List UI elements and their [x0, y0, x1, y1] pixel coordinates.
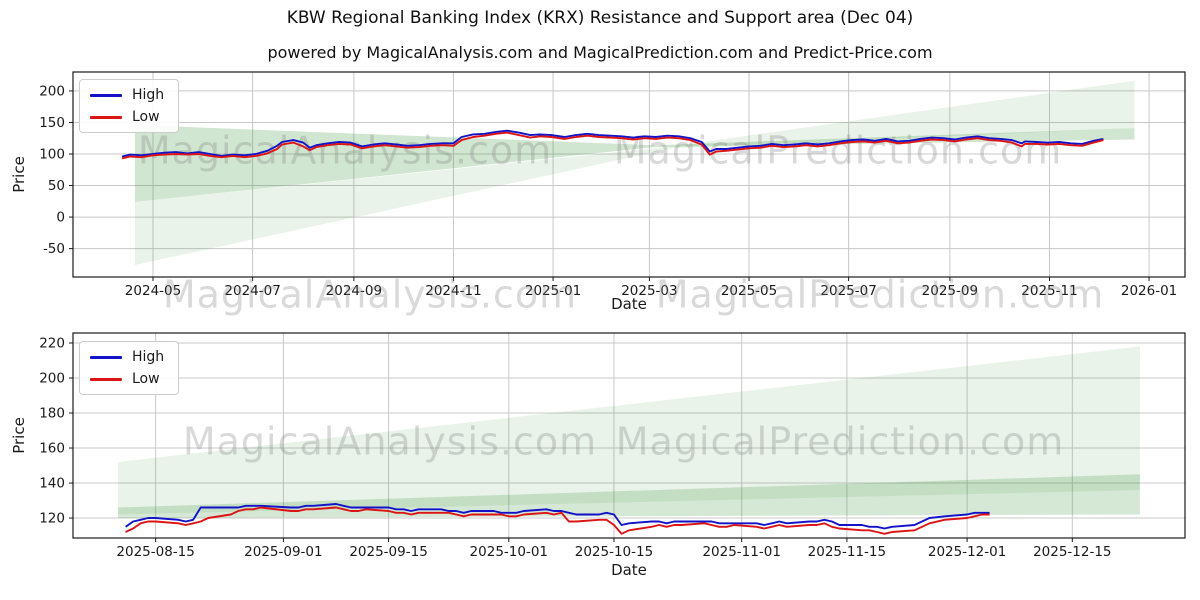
- legend-top-chart: High Low: [79, 79, 180, 133]
- svg-text:2024-09: 2024-09: [326, 283, 382, 299]
- high-line-swatch: [90, 93, 122, 97]
- x-tick-labels: 2025-08-15 2025-09-01 2025-09-15 2025-10-01…: [116, 544, 1111, 560]
- price-lines: [121, 129, 1104, 160]
- svg-text:-50: -50: [43, 241, 65, 257]
- svg-text:2025-11-15: 2025-11-15: [808, 544, 886, 560]
- svg-text:2025-01: 2025-01: [525, 283, 581, 299]
- legend-label-high: High: [132, 349, 165, 365]
- svg-text:140: 140: [39, 476, 65, 492]
- tick-marks: [69, 90, 1150, 281]
- svg-text:200: 200: [39, 370, 65, 386]
- resistance-support-areas: [135, 80, 1135, 265]
- svg-text:2025-09: 2025-09: [922, 283, 978, 299]
- svg-text:150: 150: [39, 115, 65, 131]
- y-axis-label: Price: [10, 417, 28, 454]
- svg-text:0: 0: [56, 210, 65, 226]
- axes-spines: [72, 71, 1186, 278]
- svg-text:2025-11-01: 2025-11-01: [702, 544, 780, 560]
- svg-text:2025-12-15: 2025-12-15: [1033, 544, 1111, 560]
- legend-item-low: Low: [90, 110, 164, 124]
- y-axis-label: Price: [10, 156, 28, 193]
- svg-text:2024-11: 2024-11: [425, 283, 481, 299]
- watermark-prediction: MagicalPrediction.com: [616, 420, 1065, 464]
- low-line: [121, 131, 1104, 160]
- svg-text:120: 120: [39, 511, 65, 527]
- price-lines: [125, 503, 990, 535]
- svg-text:100: 100: [39, 147, 65, 163]
- outer-projection-wedge: [135, 80, 1135, 265]
- svg-text:2025-07: 2025-07: [820, 283, 876, 299]
- svg-text:2024-05: 2024-05: [125, 283, 181, 299]
- svg-text:220: 220: [39, 335, 65, 351]
- svg-text:2026-01: 2026-01: [1121, 283, 1177, 299]
- svg-text:2025-10-01: 2025-10-01: [470, 544, 548, 560]
- y-tick-labels: 220 200 180 160 140 120: [39, 335, 65, 526]
- x-tick-labels: 2024-05 2024-07 2024-09 2024-11 2025-01 2025-…: [125, 283, 1177, 299]
- axes-spines: [72, 332, 1186, 539]
- svg-text:2025-03: 2025-03: [621, 283, 677, 299]
- low-line-swatch: [90, 377, 122, 381]
- svg-text:2024-07: 2024-07: [224, 283, 280, 299]
- watermark-prediction: MagicalPrediction.com: [614, 129, 1063, 173]
- svg-text:2025-10-15: 2025-10-15: [575, 544, 653, 560]
- outer-projection-wedge: [118, 346, 1140, 515]
- svg-text:2025-09-01: 2025-09-01: [244, 544, 322, 560]
- legend-label-low: Low: [132, 371, 160, 387]
- high-line: [121, 129, 1104, 158]
- y-tick-labels: 200 150 100 50 0 -50: [39, 83, 65, 257]
- svg-text:2025-11: 2025-11: [1021, 283, 1077, 299]
- x-axis-label: Date: [611, 561, 647, 579]
- legend-bottom-chart: High Low: [79, 341, 180, 395]
- low-line: [125, 506, 990, 535]
- high-line-swatch: [90, 355, 122, 359]
- chart-resistance-support-long-range: 2024-05 2024-07 2024-09 2024-11 2025-01 2025-…: [10, 71, 1186, 317]
- x-axis-label: Date: [611, 295, 647, 313]
- chart-subtitle: powered by MagicalAnalysis.com and Magic…: [267, 43, 933, 62]
- legend-item-high: High: [90, 350, 164, 364]
- legend-label-high: High: [132, 87, 165, 103]
- legend-item-low: Low: [90, 372, 164, 386]
- watermark-analysis: MagicalAnalysis.com: [163, 273, 577, 317]
- svg-text:2025-12-01: 2025-12-01: [928, 544, 1006, 560]
- high-line: [125, 503, 990, 530]
- svg-text:2025-09-15: 2025-09-15: [349, 544, 427, 560]
- watermark-analysis: MagicalAnalysis.com: [183, 420, 597, 464]
- svg-text:50: 50: [48, 178, 65, 194]
- watermark-prediction: MagicalPrediction.com: [656, 273, 1105, 317]
- chart-resistance-support-recent: 2025-08-15 2025-09-01 2025-09-15 2025-10-01…: [10, 332, 1186, 579]
- tick-marks: [69, 342, 1073, 542]
- svg-text:2025-05: 2025-05: [721, 283, 777, 299]
- low-line-swatch: [90, 115, 122, 119]
- svg-text:180: 180: [39, 406, 65, 422]
- svg-text:160: 160: [39, 441, 65, 457]
- legend-label-low: Low: [132, 109, 160, 125]
- grid: [73, 333, 1185, 538]
- legend-item-high: High: [90, 88, 164, 102]
- svg-text:200: 200: [39, 83, 65, 99]
- svg-text:2025-08-15: 2025-08-15: [116, 544, 194, 560]
- chart-title: KBW Regional Banking Index (KRX) Resista…: [286, 8, 914, 28]
